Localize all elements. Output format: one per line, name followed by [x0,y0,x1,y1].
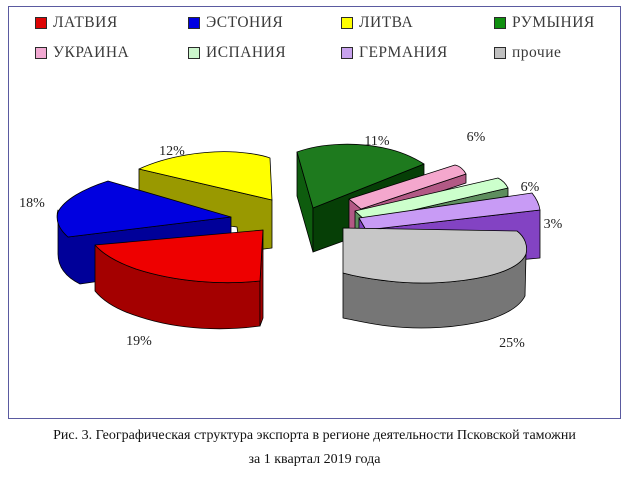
legend-swatch-germany [341,47,353,59]
label-others-pct: 25% [499,336,525,351]
legend-item-estonia: ЭСТОНИЯ [188,14,284,31]
legend-label-others: прочие [512,44,562,61]
label-germany-pct: 3% [544,217,563,232]
legend-swatch-others [494,47,506,59]
label-ukraine-pct: 6% [467,130,486,145]
slice-others-top [342,227,527,284]
slice-spain-top [354,177,509,222]
label-spain-pct: 6% [521,180,540,195]
legend-label-ukraine: УКРАИНА [53,44,130,61]
legend-label-spain: ИСПАНИЯ [206,44,287,61]
legend-item-romania: РУМЫНИЯ [494,14,595,31]
label-lithuania-pct: 12% [159,144,185,159]
legend-label-estonia: ЭСТОНИЯ [206,14,284,31]
legend-swatch-lithuania [341,17,353,29]
legend-label-latvia: ЛАТВИЯ [53,14,118,31]
slice-germany-top [358,192,541,231]
legend-swatch-ukraine [35,47,47,59]
legend-item-lithuania: ЛИТВА [341,14,414,31]
slice-estonia-top [56,180,232,238]
label-estonia-pct: 18% [19,196,45,211]
legend-item-others: прочие [494,44,562,61]
slice-latvia-top [94,229,264,284]
label-romania-pct: 11% [364,134,389,149]
legend-item-ukraine: УКРАИНА [35,44,130,61]
slice-romania-top [296,143,425,209]
figure-caption-line1: Рис. 3. Географическая структура экспорт… [53,428,576,443]
label-latvia-pct: 19% [126,334,152,349]
legend-item-spain: ИСПАНИЯ [188,44,287,61]
slice-ukraine-top [348,164,467,210]
legend-swatch-latvia [35,17,47,29]
legend-label-romania: РУМЫНИЯ [512,14,595,31]
legend-item-germany: ГЕРМАНИЯ [341,44,448,61]
legend-label-germany: ГЕРМАНИЯ [359,44,448,61]
figure-caption-line2: за 1 квартал 2019 года [248,452,381,467]
legend-swatch-estonia [188,17,200,29]
legend-item-latvia: ЛАТВИЯ [35,14,118,31]
slice-lithuania-top [138,151,273,201]
slice-others [342,227,527,329]
legend-swatch-spain [188,47,200,59]
legend-swatch-romania [494,17,506,29]
slice-latvia [94,229,264,330]
legend-label-lithuania: ЛИТВА [359,14,414,31]
